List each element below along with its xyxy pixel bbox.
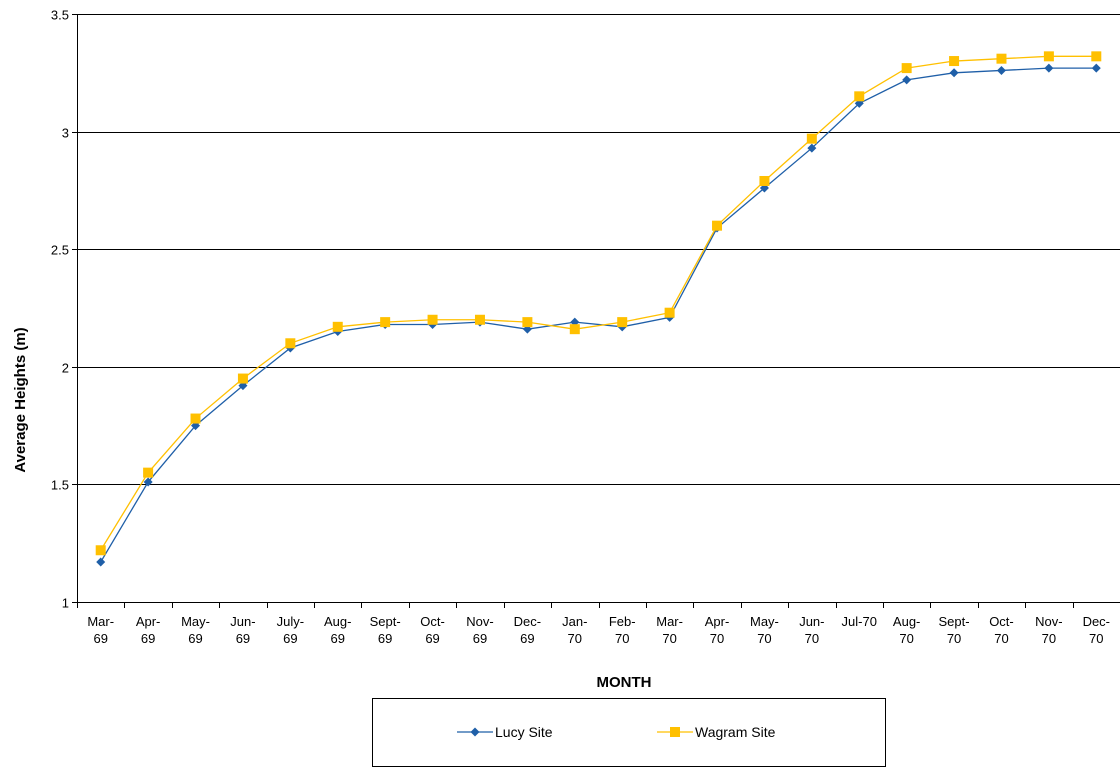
x-tick-label: Dec-70: [1083, 614, 1110, 646]
data-point: [190, 413, 201, 424]
x-tick-label: Feb-70: [609, 614, 636, 646]
data-point: [806, 133, 817, 144]
data-point: [474, 314, 485, 325]
y-tick-label: 3: [62, 126, 69, 141]
data-point: [996, 53, 1007, 64]
x-tick-label: Aug-69: [324, 614, 351, 646]
x-axis-title: MONTH: [597, 674, 652, 691]
data-point: [332, 321, 343, 332]
data-point: [96, 557, 106, 567]
legend-box: [372, 698, 886, 767]
data-point: [285, 338, 296, 349]
x-tick-label: Nov-69: [466, 614, 493, 646]
x-tick-label: Oct-69: [420, 614, 445, 646]
y-axis-title: Average Heights (m): [12, 327, 29, 472]
x-tick-labels: Mar-69 Apr-69 May-69 Jun-69 July-69 Aug-69 Sep…: [87, 614, 1110, 646]
y-tick-label: 1: [62, 596, 69, 611]
legend-item: Wagram Site: [657, 724, 776, 740]
data-point: [143, 477, 153, 487]
x-tick-label: Jun-69: [230, 614, 255, 646]
x-tick-label: Sept-70: [939, 614, 970, 646]
y-tick-labels: 1 1.5 2 2.5 3 3.5: [51, 8, 69, 611]
data-point: [664, 307, 675, 318]
data-point: [854, 91, 865, 102]
y-tick-label: 2.5: [51, 243, 69, 258]
series: [95, 51, 1102, 567]
data-point: [617, 317, 628, 328]
x-tick-label: Apr-69: [136, 614, 161, 646]
x-tick-label: Nov-70: [1035, 614, 1062, 646]
legend-label: Wagram Site: [695, 724, 776, 740]
data-point: [427, 314, 438, 325]
legend-marker: [670, 727, 680, 737]
x-tick-label: Jan-70: [562, 614, 587, 646]
data-point: [1044, 63, 1054, 73]
x-tick-label: July-69: [277, 614, 304, 646]
x-tick-label: Aug-70: [893, 614, 920, 646]
legend-marker: [470, 727, 480, 737]
series-lucy-site: [96, 63, 1101, 567]
data-point: [95, 545, 106, 556]
axes: [72, 14, 1120, 608]
y-tick-label: 2: [62, 361, 69, 376]
x-tick-label: Oct-70: [989, 614, 1014, 646]
data-point: [712, 220, 723, 231]
legend: Lucy Site Wagram Site: [372, 698, 886, 767]
data-point: [807, 143, 817, 153]
x-tick-label: Jul-70: [842, 614, 877, 629]
gridlines: [77, 14, 1120, 485]
x-tick-label: Jun-70: [799, 614, 824, 646]
legend-label: Lucy Site: [495, 724, 553, 740]
x-tick-label: Sept-69: [370, 614, 401, 646]
x-tick-label: Dec-69: [514, 614, 541, 646]
data-point: [569, 324, 580, 335]
data-point: [902, 75, 912, 85]
data-point: [949, 56, 960, 67]
data-point: [522, 317, 533, 328]
x-tick-label: Apr-70: [705, 614, 730, 646]
legend-item: Lucy Site: [457, 724, 553, 740]
x-tick-label: May-69: [181, 614, 210, 646]
series-line: [100, 55, 1097, 551]
data-point: [1091, 51, 1102, 62]
data-point: [996, 65, 1006, 75]
data-point: [1043, 51, 1054, 62]
data-point: [237, 373, 248, 384]
data-point: [759, 175, 770, 186]
y-tick-label: 1.5: [51, 478, 69, 493]
x-tick-label: Mar-69: [87, 614, 114, 646]
data-point: [949, 68, 959, 78]
x-tick-label: May-70: [750, 614, 779, 646]
data-point: [1091, 63, 1101, 73]
data-point: [901, 63, 912, 74]
series-wagram-site: [95, 51, 1102, 556]
x-tick-label: Mar-70: [656, 614, 683, 646]
data-point: [380, 317, 391, 328]
series-line: [100, 67, 1097, 563]
data-point: [143, 467, 154, 478]
y-tick-label: 3.5: [51, 8, 69, 23]
